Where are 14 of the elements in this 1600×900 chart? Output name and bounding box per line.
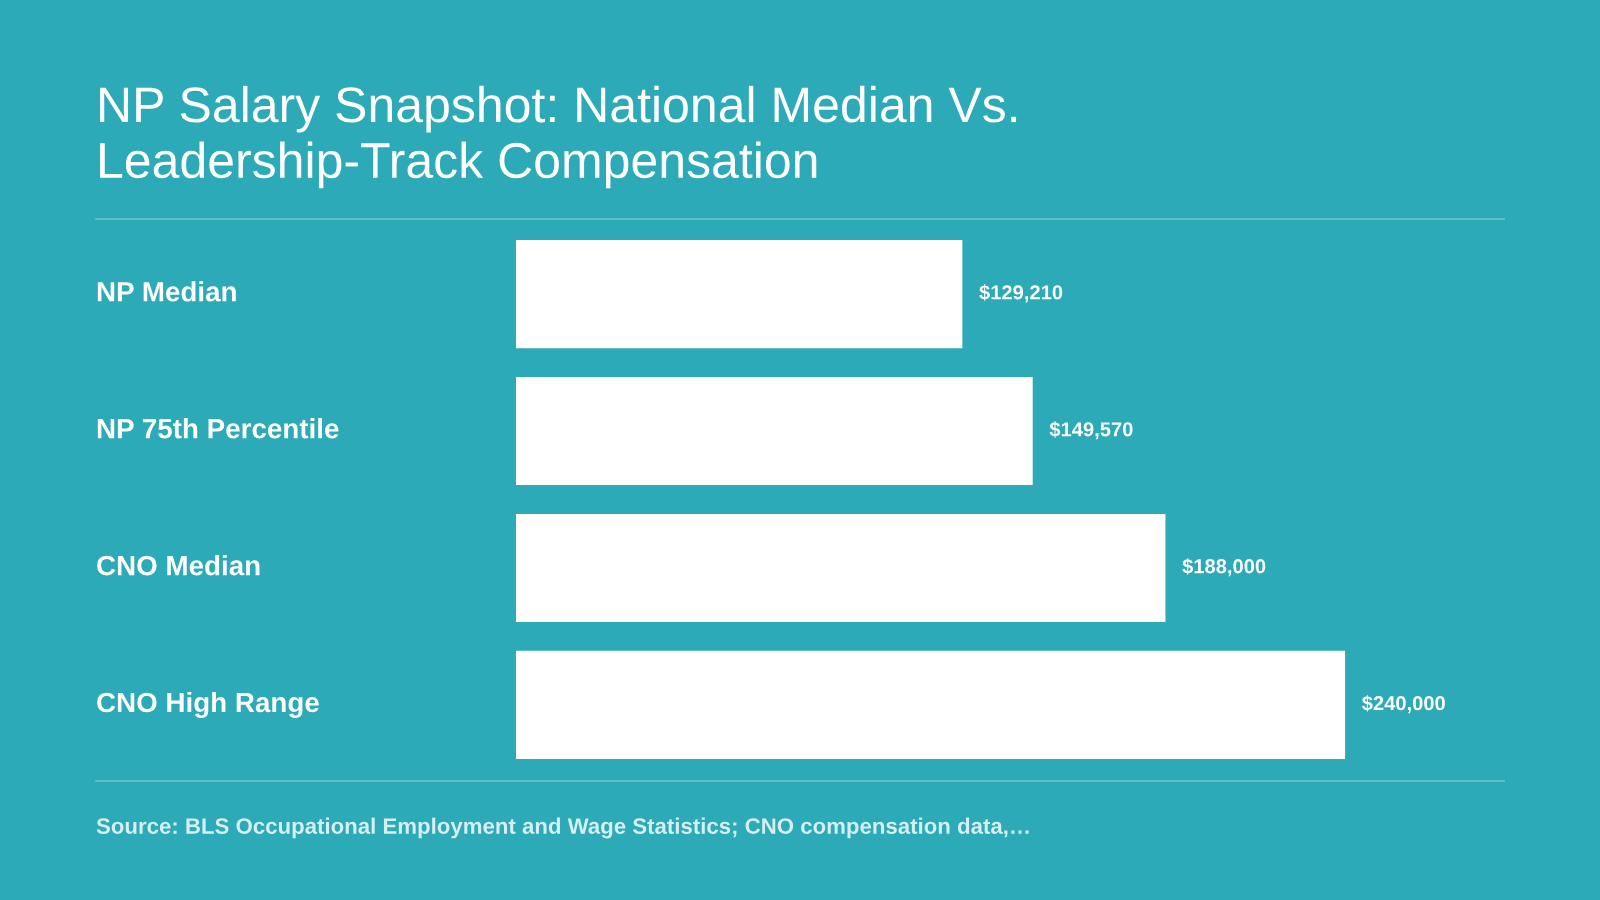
bar (516, 376, 1033, 486)
data-label: $149,570 (1049, 421, 1133, 440)
bar (516, 240, 963, 349)
y-tick-label: NP Median (97, 281, 236, 302)
y-tick-label: NP 75th Percentile (97, 418, 339, 439)
bar (516, 650, 1346, 759)
data-label: $129,210 (979, 284, 1063, 303)
data-label: $240,000 (1362, 695, 1445, 714)
chart-title: NP Salary Snapshot: National Median Vs. Leadership-Track Compensation (100, 85, 1017, 189)
y-tick-label: CNO Median (97, 555, 260, 576)
y-tick-label: CNO High Range (97, 691, 319, 718)
data-label: $188,000 (1182, 558, 1266, 577)
source-note: Source: BLS Occupational Employment and Wage Statistics; CNO compensation data,… (96, 817, 1029, 839)
bar (516, 513, 1166, 623)
